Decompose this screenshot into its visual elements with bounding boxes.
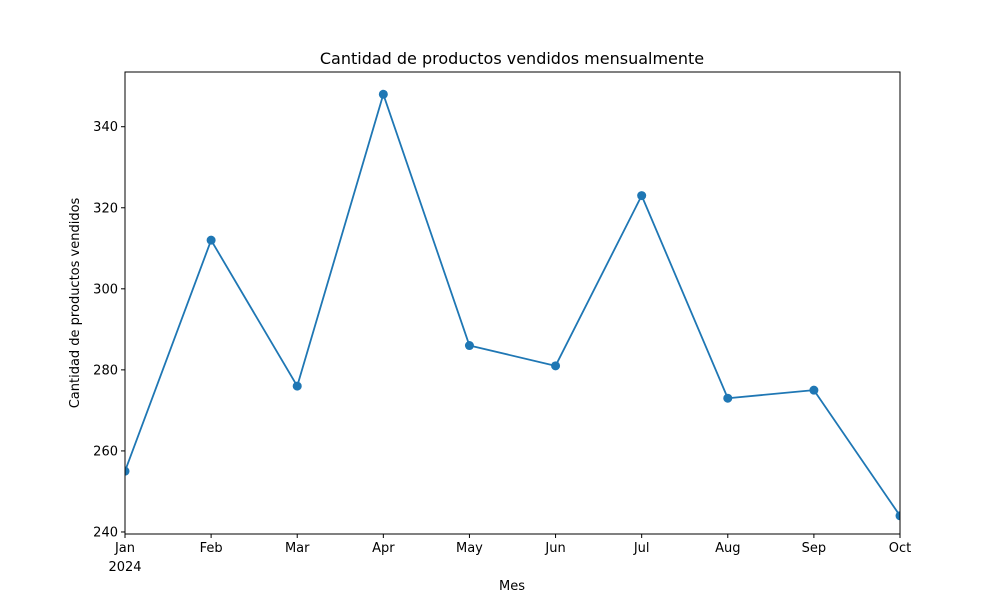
x-tick-label: Apr bbox=[372, 541, 395, 556]
y-tick-label: 320 bbox=[93, 201, 118, 216]
x-tick-label: Jun bbox=[544, 541, 565, 556]
x-tick-label: May bbox=[456, 541, 483, 556]
data-point bbox=[895, 511, 900, 521]
data-point bbox=[206, 235, 216, 245]
data-point bbox=[464, 341, 474, 351]
x-tick-label: Jan bbox=[114, 541, 135, 556]
x-year-label: 2024 bbox=[108, 560, 141, 575]
x-axis-label: Mes bbox=[499, 579, 525, 594]
y-tick-label: 240 bbox=[93, 525, 118, 540]
series-group bbox=[125, 89, 900, 521]
data-point bbox=[378, 89, 388, 99]
x-tick-label: Sep bbox=[802, 541, 827, 556]
data-point bbox=[723, 393, 733, 403]
data-point bbox=[809, 385, 819, 395]
x-tick-label: Aug bbox=[715, 541, 740, 556]
y-tick-label: 300 bbox=[93, 282, 118, 297]
data-point bbox=[125, 466, 130, 476]
x-axis: Jan Feb Mar Apr May Jun Jul Aug Sep Oct bbox=[114, 534, 911, 556]
data-point bbox=[292, 381, 302, 391]
series-layer bbox=[125, 89, 900, 521]
series-line bbox=[125, 93, 900, 517]
x-tick-label: Oct bbox=[889, 541, 911, 556]
x-tick-label: Mar bbox=[285, 541, 310, 556]
y-tick-label: 340 bbox=[93, 120, 118, 135]
y-axis: 240 260 280 300 320 340 bbox=[93, 120, 125, 540]
y-axis-label: Cantidad de productos vendidos bbox=[68, 197, 83, 408]
x-tick-label: Feb bbox=[200, 541, 223, 556]
y-tick-label: 260 bbox=[93, 444, 118, 459]
y-tick-label: 280 bbox=[93, 363, 118, 378]
chart-title: Cantidad de productos vendidos mensualme… bbox=[320, 49, 704, 68]
data-point bbox=[637, 191, 647, 201]
plot-frame bbox=[124, 71, 901, 535]
x-tick-label: Jul bbox=[633, 541, 650, 556]
data-point bbox=[551, 361, 561, 371]
